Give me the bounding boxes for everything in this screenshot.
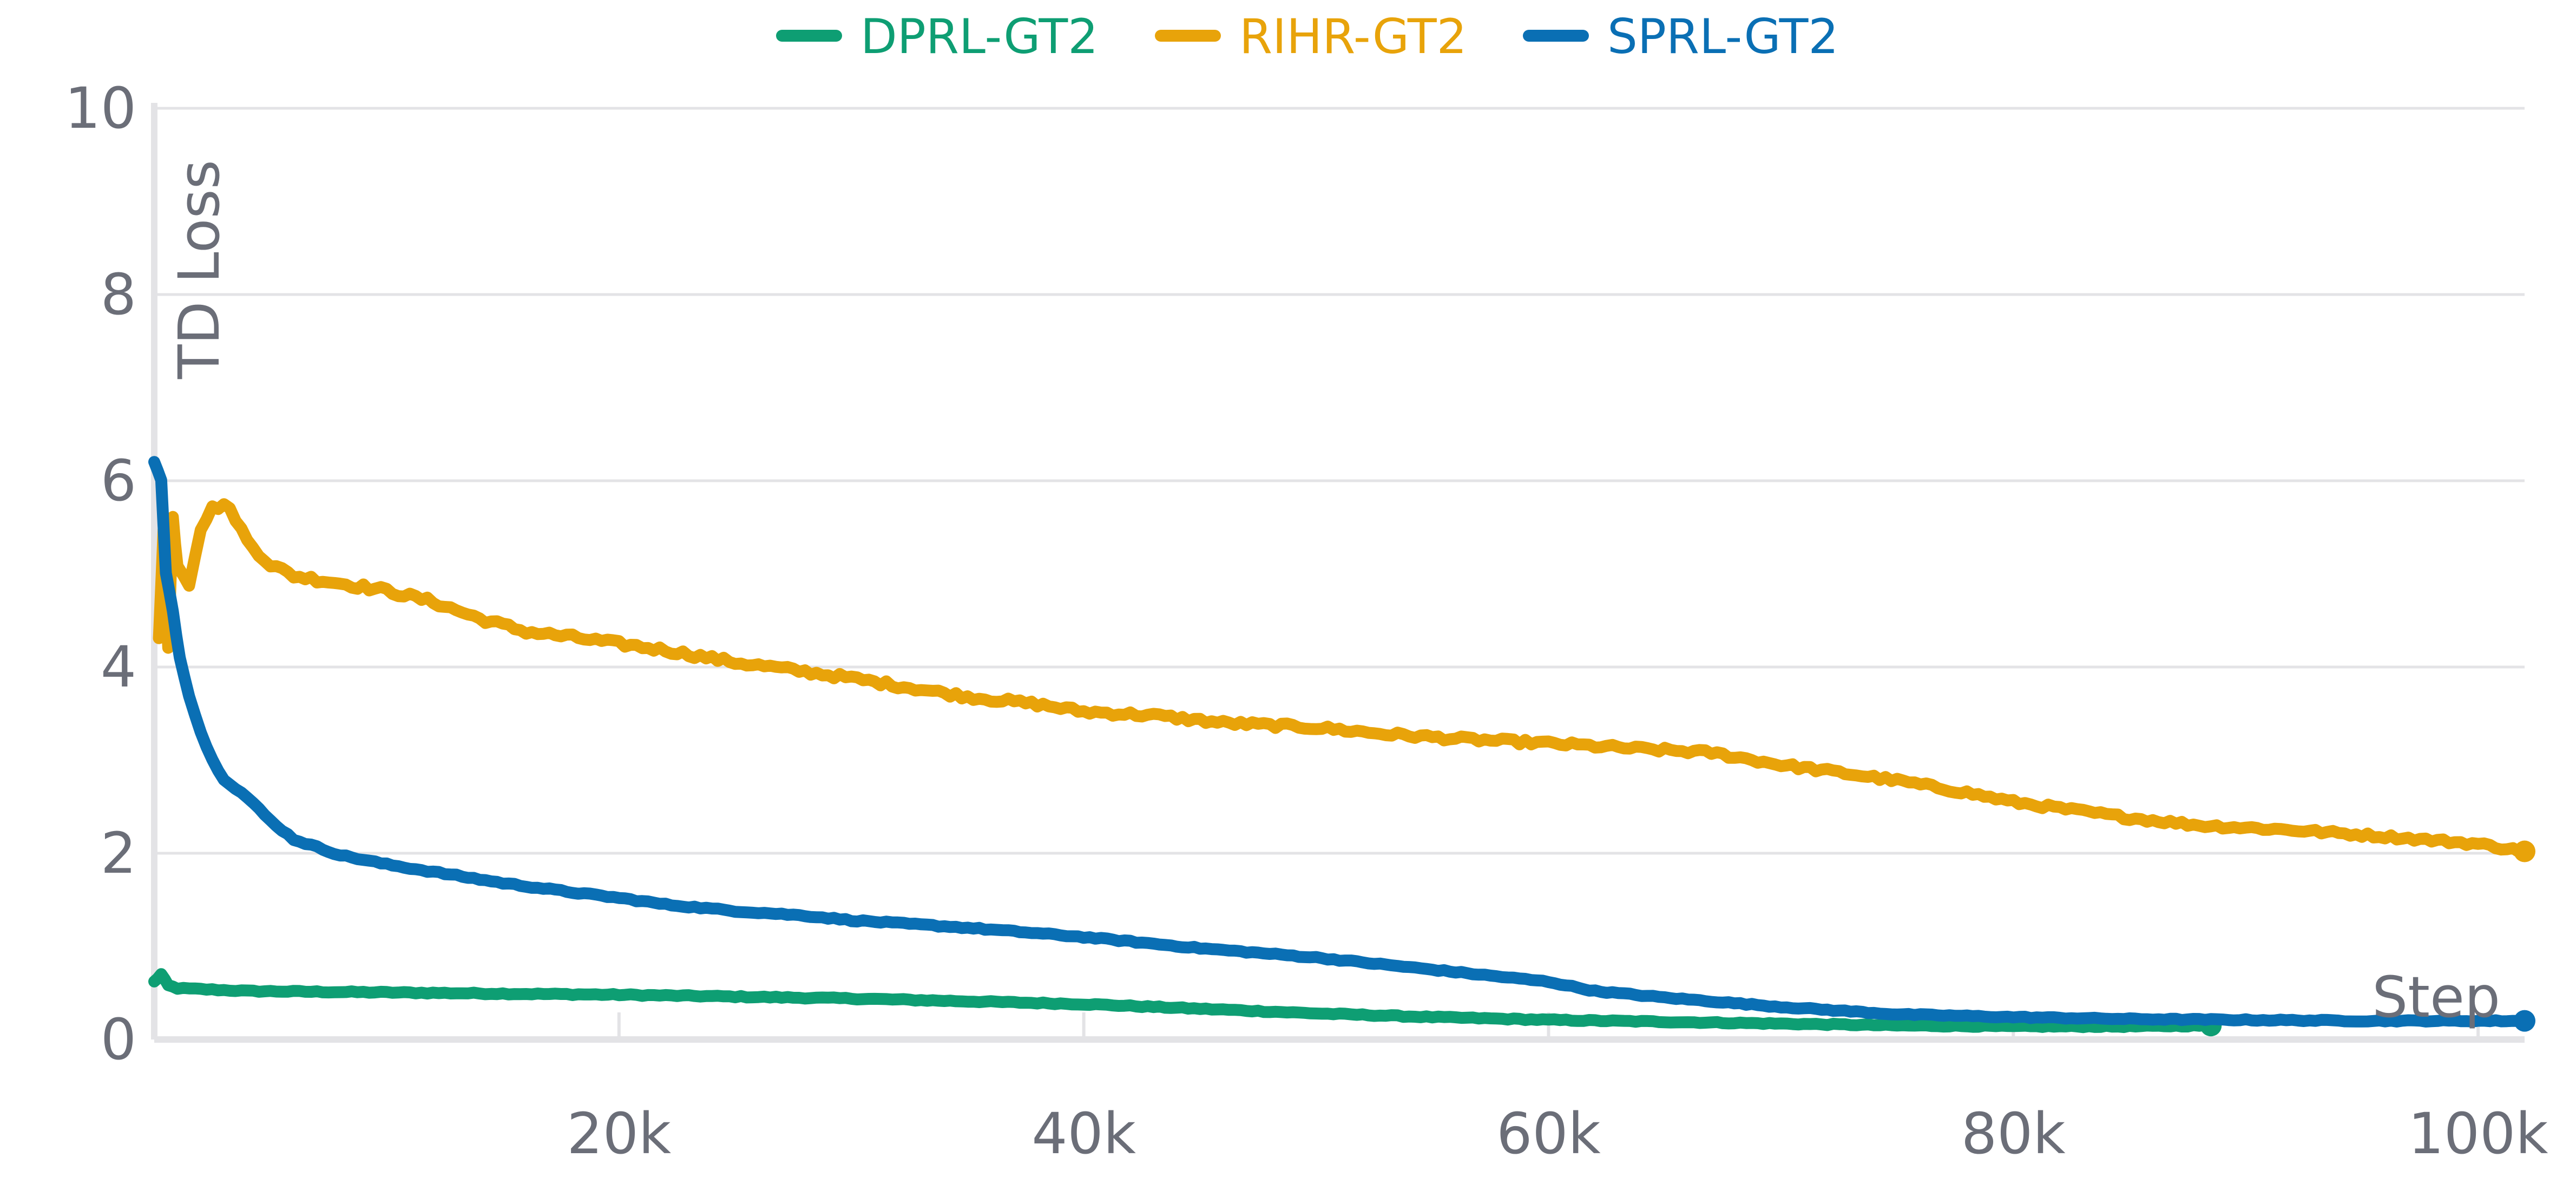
series-line-sprl-gt2[interactable] bbox=[148, 456, 2531, 1028]
legend-item-rihr-gt2[interactable]: RIHR-GT2 bbox=[1155, 9, 1467, 64]
y-tick-label: 0 bbox=[101, 1006, 136, 1073]
x-axis-ticks: 20k 40k 60k 80k 100k bbox=[567, 1012, 2548, 1167]
legend-item-dprl-gt2[interactable]: DPRL-GT2 bbox=[776, 9, 1098, 64]
legend-label: RIHR-GT2 bbox=[1239, 9, 1467, 64]
series-endpoint-sprl-gt2 bbox=[2514, 1010, 2535, 1032]
y-axis-label: TD Loss bbox=[166, 160, 232, 380]
legend[interactable]: DPRL-GT2 RIHR-GT2 SPRL-GT2 bbox=[776, 9, 1838, 64]
y-tick-label: 6 bbox=[101, 448, 136, 514]
legend-label: DPRL-GT2 bbox=[860, 9, 1098, 64]
axes bbox=[151, 103, 2525, 1043]
x-tick-label: 60k bbox=[1496, 1101, 1601, 1167]
x-tick-label: 100k bbox=[2408, 1101, 2548, 1167]
legend-item-sprl-gt2[interactable]: SPRL-GT2 bbox=[1523, 9, 1838, 64]
y-tick-label: 2 bbox=[101, 820, 136, 886]
grid: 0 2 4 6 8 10 bbox=[65, 75, 2525, 1073]
x-tick-label: 80k bbox=[1961, 1101, 2066, 1167]
series-layer bbox=[148, 456, 2535, 1037]
x-axis-label: Step bbox=[2372, 964, 2500, 1030]
y-tick-label: 8 bbox=[101, 261, 136, 328]
series-line-dprl-gt2[interactable] bbox=[148, 968, 2217, 1034]
y-tick-label: 4 bbox=[101, 634, 136, 700]
y-tick-label: 10 bbox=[65, 75, 136, 141]
legend-label: SPRL-GT2 bbox=[1607, 9, 1838, 64]
x-tick-label: 20k bbox=[567, 1101, 672, 1167]
series-endpoint-rihr-gt2 bbox=[2514, 840, 2535, 862]
x-tick-label: 40k bbox=[1031, 1101, 1136, 1167]
series-line-rihr-gt2[interactable] bbox=[153, 498, 2531, 858]
